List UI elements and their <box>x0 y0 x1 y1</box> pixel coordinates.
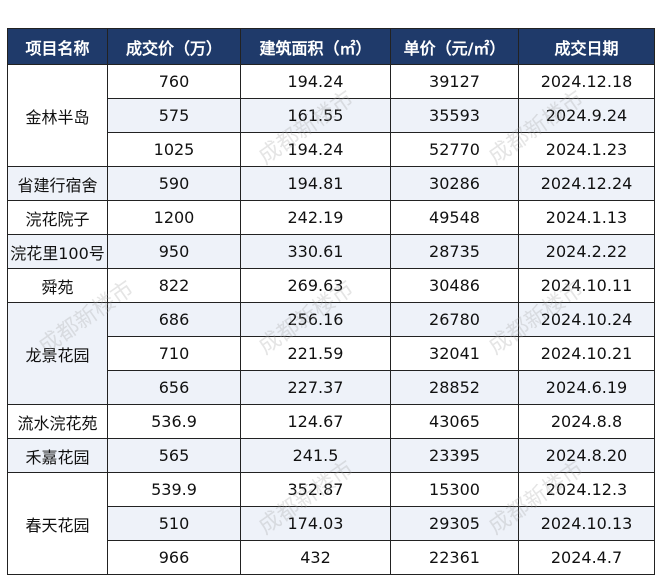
date-cell: 2024.8.8 <box>518 404 655 439</box>
unit-price-cell: 32041 <box>390 336 519 371</box>
table-row: 省建行宿舍 590 194.81 30286 2024.12.24 <box>7 166 655 201</box>
date-cell: 2024.8.20 <box>518 438 655 473</box>
price-cell: 710 <box>107 336 241 371</box>
table-row: 浣花里100号 950 330.61 28735 2024.2.22 <box>7 234 655 269</box>
table-row: 舜苑 822 269.63 30486 2024.10.11 <box>7 268 655 303</box>
area-cell: 241.5 <box>240 438 391 473</box>
unit-price-cell: 28735 <box>390 234 519 269</box>
date-cell: 2024.12.3 <box>518 472 655 507</box>
date-cell: 2024.10.21 <box>518 336 655 371</box>
unit-price-cell: 52770 <box>390 132 519 167</box>
transaction-table: 项目名称 成交价（万） 建筑面积（㎡） 单价（元/㎡） 成交日期 金林半岛 760… <box>7 28 655 575</box>
unit-price-cell: 28852 <box>390 370 519 405</box>
area-cell: 194.24 <box>240 64 391 99</box>
price-cell: 950 <box>107 234 241 269</box>
price-cell: 760 <box>107 64 241 99</box>
project-name-cell: 浣花里100号 <box>7 234 108 269</box>
header-date: 成交日期 <box>518 28 655 65</box>
price-cell: 656 <box>107 370 241 405</box>
table-row: 966 432 22361 2024.4.7 <box>8 540 655 575</box>
price-cell: 565 <box>107 438 241 473</box>
table-body: 金林半岛 760 194.24 39127 2024.12.18 575 161.55 355… <box>7 64 655 575</box>
price-cell: 966 <box>107 540 241 575</box>
header-area: 建筑面积（㎡） <box>240 28 391 65</box>
unit-price-cell: 35593 <box>390 98 519 133</box>
unit-price-cell: 15300 <box>390 472 519 507</box>
table-row: 1025 194.24 52770 2024.1.23 <box>8 132 655 167</box>
table-row: 金林半岛 760 194.24 39127 2024.12.18 <box>7 64 655 167</box>
header-price: 成交价（万） <box>107 28 241 65</box>
project-name-cell: 省建行宿舍 <box>7 166 108 201</box>
header-row: 项目名称 成交价（万） 建筑面积（㎡） 单价（元/㎡） 成交日期 <box>7 28 655 65</box>
date-cell: 2024.10.13 <box>518 506 655 541</box>
table-row: 575 161.55 35593 2024.9.24 <box>8 98 655 133</box>
table-row: 龙景花园 686 256.16 26780 2024.10.24 <box>7 302 655 405</box>
table-row: 春天花园 539.9 352.87 15300 2024.12.3 <box>7 472 655 575</box>
unit-price-cell: 39127 <box>390 64 519 99</box>
area-cell: 432 <box>240 540 391 575</box>
area-cell: 174.03 <box>240 506 391 541</box>
unit-price-cell: 22361 <box>390 540 519 575</box>
area-cell: 227.37 <box>240 370 391 405</box>
date-cell: 2024.10.24 <box>518 302 655 337</box>
unit-price-cell: 30486 <box>390 268 519 303</box>
project-name-cell: 金林半岛 <box>7 64 108 167</box>
table-row: 656 227.37 28852 2024.6.19 <box>8 370 655 405</box>
date-cell: 2024.4.7 <box>518 540 655 575</box>
date-cell: 2024.1.13 <box>518 200 655 235</box>
price-cell: 590 <box>107 166 241 201</box>
area-cell: 352.87 <box>240 472 391 507</box>
area-cell: 194.24 <box>240 132 391 167</box>
unit-price-cell: 23395 <box>390 438 519 473</box>
price-cell: 1200 <box>107 200 241 235</box>
price-cell: 575 <box>107 98 241 133</box>
price-cell: 1025 <box>107 132 241 167</box>
header-project-name: 项目名称 <box>7 28 108 65</box>
unit-price-cell: 43065 <box>390 404 519 439</box>
price-cell: 536.9 <box>107 404 241 439</box>
area-cell: 161.55 <box>240 98 391 133</box>
price-cell: 510 <box>107 506 241 541</box>
date-cell: 2024.6.19 <box>518 370 655 405</box>
unit-price-cell: 30286 <box>390 166 519 201</box>
area-cell: 269.63 <box>240 268 391 303</box>
table-row: 禾嘉花园 565 241.5 23395 2024.8.20 <box>7 438 655 473</box>
project-name-cell: 浣花院子 <box>7 200 108 235</box>
date-cell: 2024.1.23 <box>518 132 655 167</box>
table-row: 510 174.03 29305 2024.10.13 <box>8 506 655 541</box>
unit-price-cell: 29305 <box>390 506 519 541</box>
header-unit-price: 单价（元/㎡） <box>390 28 519 65</box>
project-name-cell: 流水浣花苑 <box>7 404 108 439</box>
price-cell: 539.9 <box>107 472 241 507</box>
date-cell: 2024.12.24 <box>518 166 655 201</box>
date-cell: 2024.10.11 <box>518 268 655 303</box>
unit-price-cell: 26780 <box>390 302 519 337</box>
area-cell: 194.81 <box>240 166 391 201</box>
project-name-cell: 禾嘉花园 <box>7 438 108 473</box>
table-row: 流水浣花苑 536.9 124.67 43065 2024.8.8 <box>7 404 655 439</box>
area-cell: 330.61 <box>240 234 391 269</box>
area-cell: 242.19 <box>240 200 391 235</box>
unit-price-cell: 49548 <box>390 200 519 235</box>
area-cell: 221.59 <box>240 336 391 371</box>
project-name-cell: 龙景花园 <box>7 302 108 405</box>
price-cell: 822 <box>107 268 241 303</box>
table-row: 浣花院子 1200 242.19 49548 2024.1.13 <box>7 200 655 235</box>
table-row: 710 221.59 32041 2024.10.21 <box>8 336 655 371</box>
project-name-cell: 舜苑 <box>7 268 108 303</box>
area-cell: 256.16 <box>240 302 391 337</box>
date-cell: 2024.12.18 <box>518 64 655 99</box>
price-cell: 686 <box>107 302 241 337</box>
date-cell: 2024.9.24 <box>518 98 655 133</box>
transaction-table-wrapper: 项目名称 成交价（万） 建筑面积（㎡） 单价（元/㎡） 成交日期 金林半岛 760… <box>7 28 655 575</box>
project-name-cell: 春天花园 <box>7 472 108 575</box>
area-cell: 124.67 <box>240 404 391 439</box>
date-cell: 2024.2.22 <box>518 234 655 269</box>
